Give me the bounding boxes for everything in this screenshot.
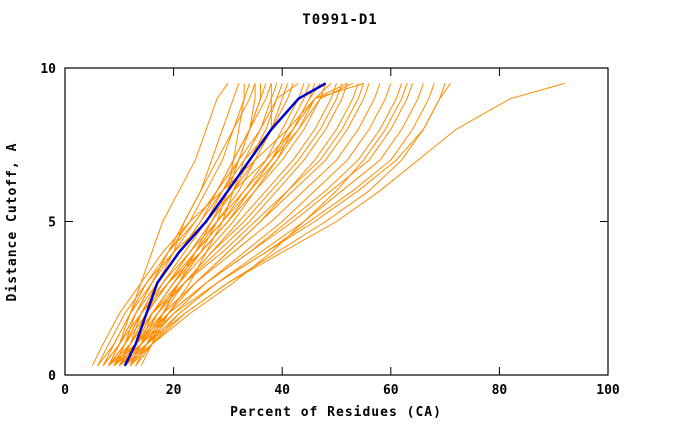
model-curve (129, 83, 392, 367)
model-curve (129, 82, 565, 367)
model-curve (108, 83, 359, 367)
model-curve (140, 83, 256, 367)
highlight-curve (123, 82, 327, 367)
y-tick-label: 10 (40, 62, 56, 77)
model-curve (107, 83, 229, 367)
model-curve (129, 83, 272, 367)
chart-title: T0991-D1 (302, 12, 377, 28)
model-curve (113, 83, 245, 367)
x-axis-label: Percent of Residues (CA) (230, 405, 442, 420)
model-curve (107, 83, 278, 367)
model-curve (118, 83, 321, 367)
x-tick-label: 40 (274, 383, 290, 398)
plot-area: 0 20 40 60 80 100 0 5 10 (40, 62, 620, 398)
x-tick-label: 20 (166, 383, 182, 398)
model-curve (108, 83, 413, 367)
x-tick-label: 0 (61, 383, 69, 398)
model-curve (97, 83, 272, 367)
model-curve (124, 83, 289, 367)
model-curve (124, 83, 343, 367)
model-curve (135, 83, 365, 367)
y-axis-label: Distance Cutoff, A (5, 143, 20, 302)
model-curve (124, 83, 435, 367)
model-curve (135, 83, 424, 367)
model-curve (113, 83, 256, 367)
x-tick-label: 60 (383, 383, 399, 398)
x-tick-label: 80 (492, 383, 508, 398)
model-curve (118, 83, 446, 367)
model-curve (113, 83, 381, 367)
y-tick-label: 0 (48, 369, 56, 384)
y-tick-label: 5 (48, 216, 56, 231)
model-curve (124, 83, 408, 367)
model-curve (102, 82, 299, 367)
x-tick-label: 100 (596, 383, 620, 398)
model-curve (91, 82, 348, 367)
